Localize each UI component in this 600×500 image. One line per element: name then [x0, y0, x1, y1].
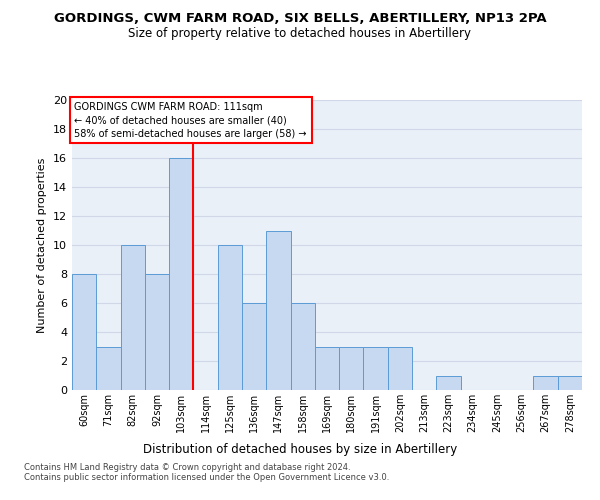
Bar: [436, 376, 461, 390]
Bar: [558, 376, 582, 390]
Bar: [339, 346, 364, 390]
Bar: [364, 346, 388, 390]
Bar: [72, 274, 96, 390]
Text: GORDINGS, CWM FARM ROAD, SIX BELLS, ABERTILLERY, NP13 2PA: GORDINGS, CWM FARM ROAD, SIX BELLS, ABER…: [53, 12, 547, 26]
Bar: [169, 158, 193, 390]
Text: Distribution of detached houses by size in Abertillery: Distribution of detached houses by size …: [143, 442, 457, 456]
Bar: [218, 245, 242, 390]
Y-axis label: Number of detached properties: Number of detached properties: [37, 158, 47, 332]
Bar: [242, 303, 266, 390]
Bar: [315, 346, 339, 390]
Text: Size of property relative to detached houses in Abertillery: Size of property relative to detached ho…: [128, 28, 472, 40]
Bar: [290, 303, 315, 390]
Text: Contains HM Land Registry data © Crown copyright and database right 2024.: Contains HM Land Registry data © Crown c…: [24, 464, 350, 472]
Bar: [388, 346, 412, 390]
Bar: [266, 230, 290, 390]
Bar: [533, 376, 558, 390]
Bar: [145, 274, 169, 390]
Bar: [96, 346, 121, 390]
Text: Contains public sector information licensed under the Open Government Licence v3: Contains public sector information licen…: [24, 474, 389, 482]
Text: GORDINGS CWM FARM ROAD: 111sqm
← 40% of detached houses are smaller (40)
58% of : GORDINGS CWM FARM ROAD: 111sqm ← 40% of …: [74, 102, 307, 139]
Bar: [121, 245, 145, 390]
